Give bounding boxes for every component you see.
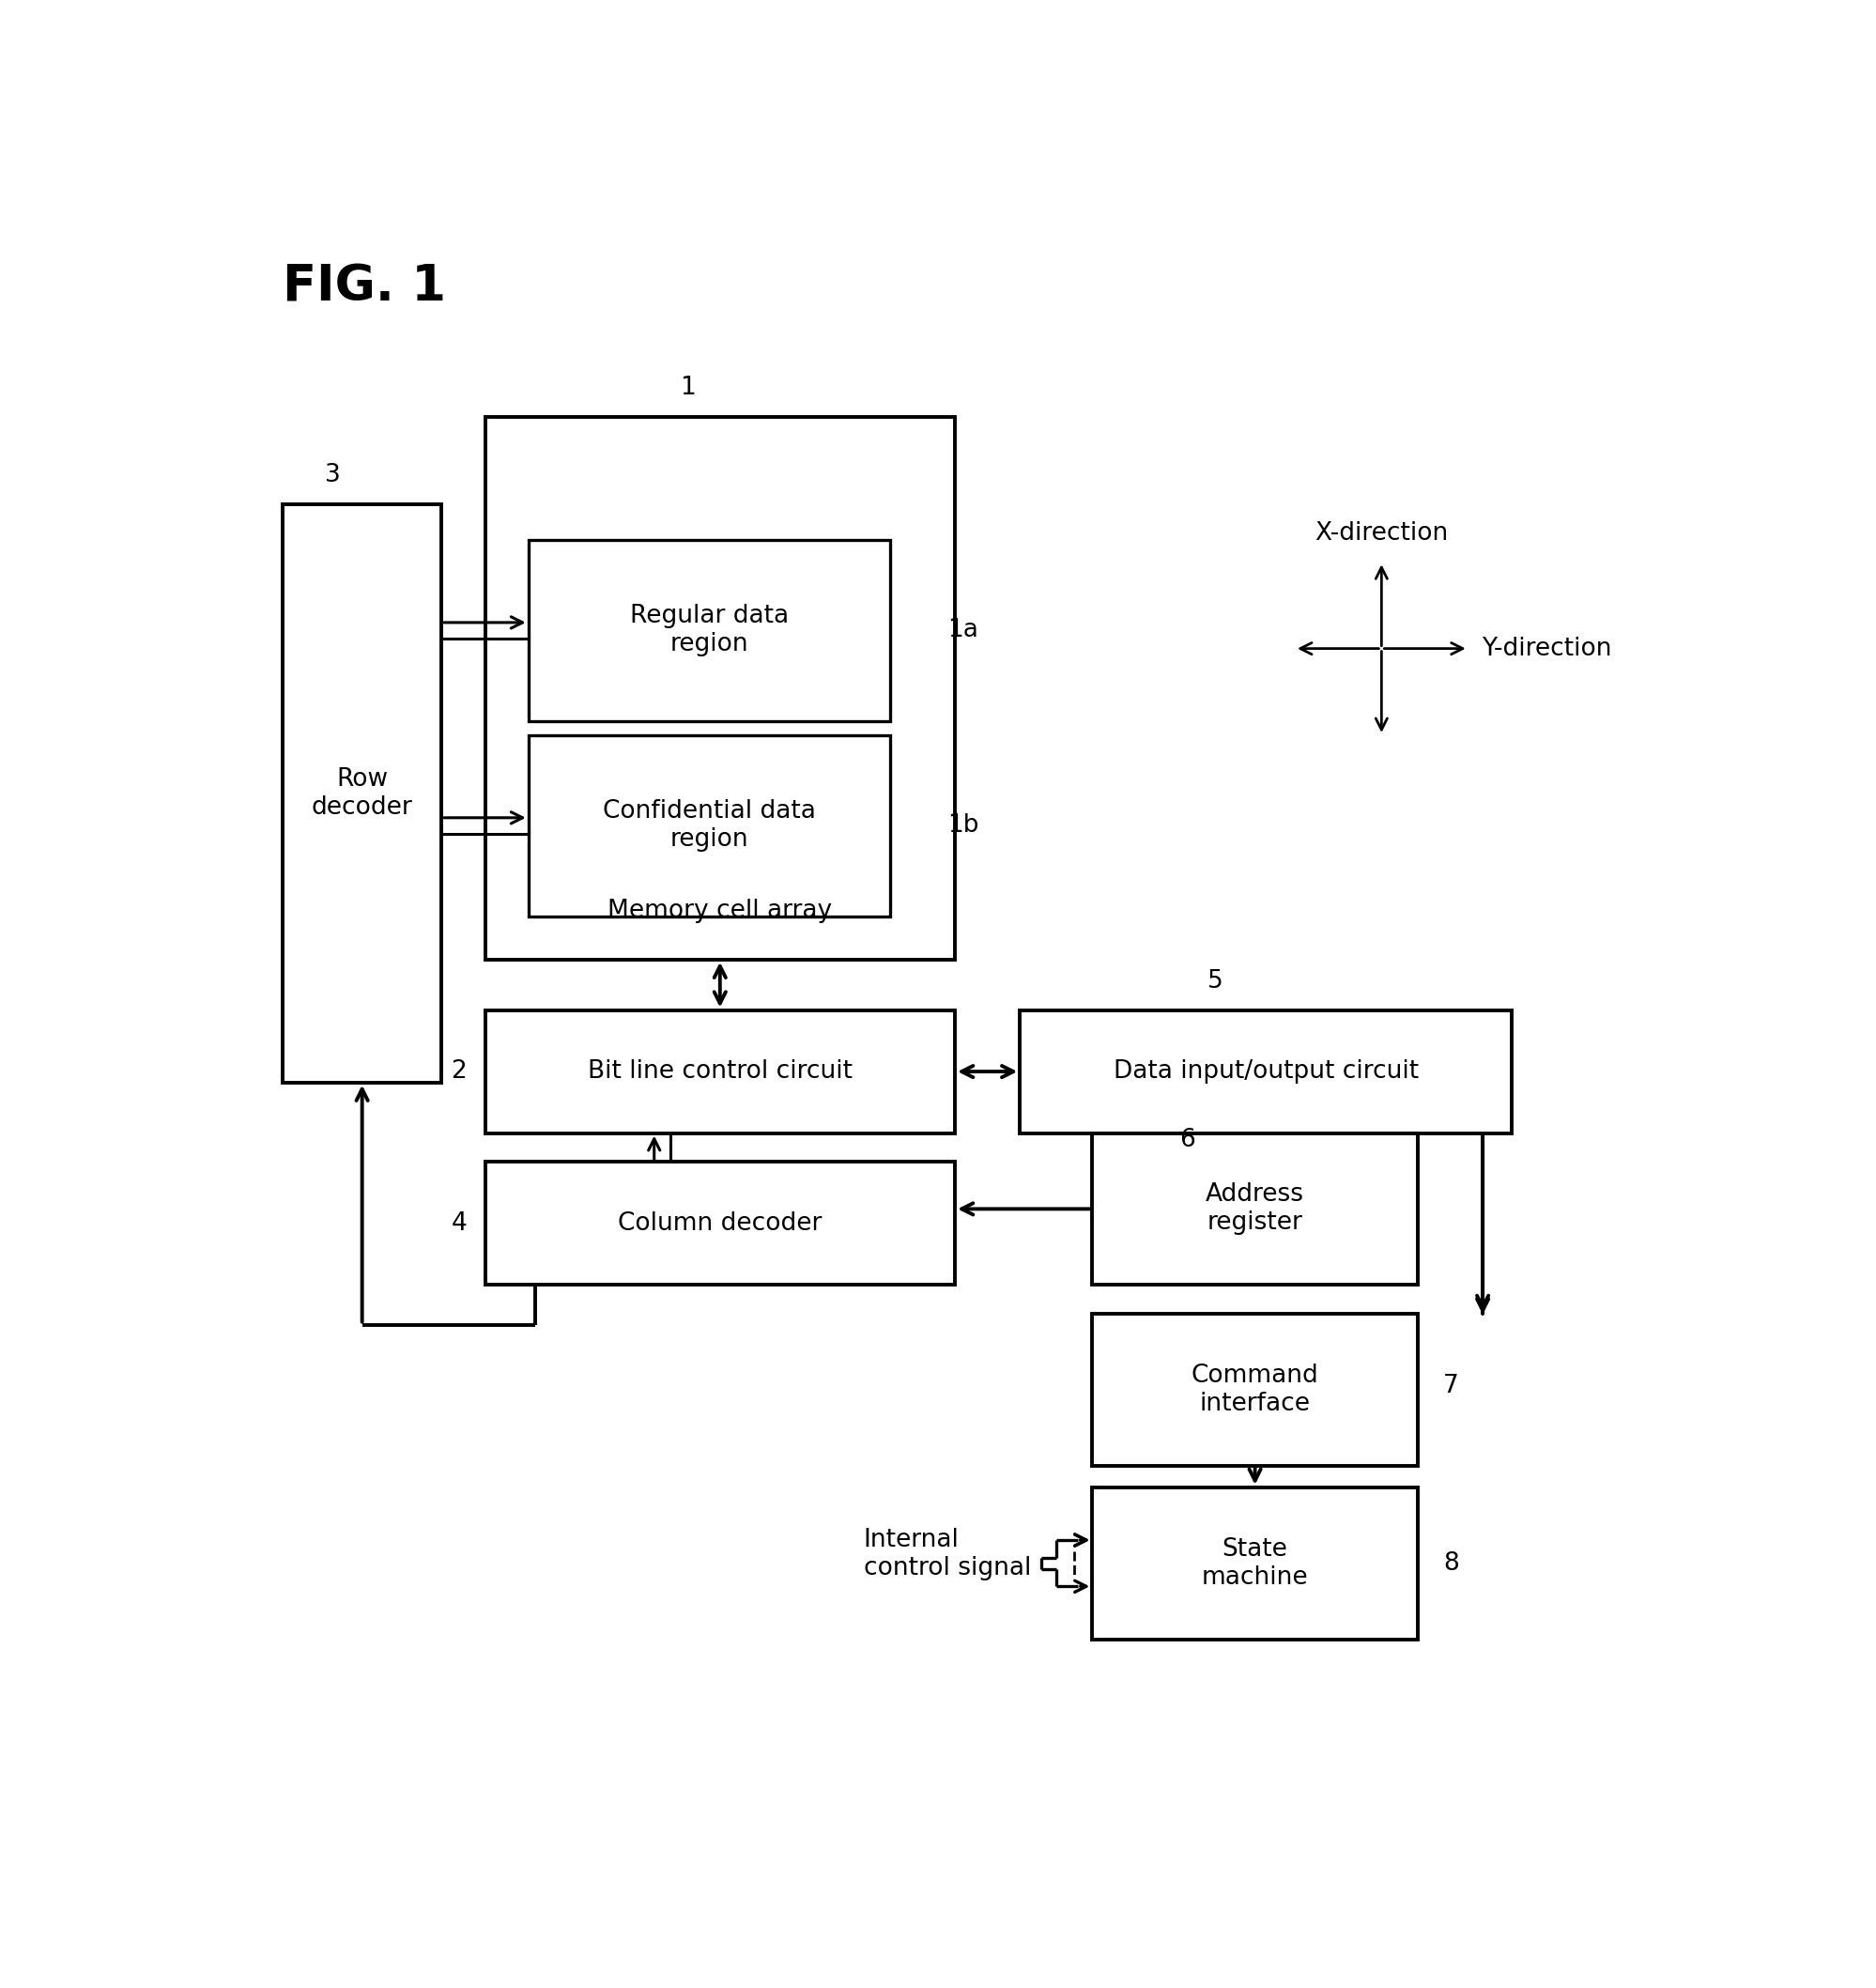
Bar [1092,1314,1418,1465]
Text: Address
register: Address register [1206,1183,1304,1235]
Text: Row
decoder: Row decoder [311,767,413,819]
Text: Regular data
region: Regular data region [630,604,788,656]
Bar [486,1010,955,1133]
Text: 4: 4 [452,1211,467,1237]
Text: 8: 8 [1443,1551,1460,1574]
Text: 3: 3 [325,463,341,487]
Text: Memory cell array: Memory cell array [608,899,833,922]
Text: 1: 1 [679,376,696,400]
Text: Command
interface: Command interface [1191,1364,1319,1415]
Bar [486,1161,955,1284]
Text: Y-direction: Y-direction [1482,636,1611,660]
Bar [529,541,889,722]
Text: Data input/output circuit: Data input/output circuit [1112,1060,1418,1083]
Text: FIG. 1: FIG. 1 [283,262,446,312]
Text: 5: 5 [1208,968,1223,994]
Text: Column decoder: Column decoder [617,1211,822,1237]
Bar [1092,1133,1418,1284]
Text: 1a: 1a [947,618,979,642]
Text: Internal
control signal: Internal control signal [863,1529,1030,1580]
Bar [529,736,889,916]
Text: 7: 7 [1443,1374,1460,1398]
Text: Confidential data
region: Confidential data region [602,799,816,853]
Bar [1021,1010,1512,1133]
Text: 1b: 1b [947,813,979,837]
Text: State
machine: State machine [1203,1537,1308,1590]
Text: X-direction: X-direction [1315,521,1448,547]
Bar [283,503,441,1081]
Bar [486,417,955,960]
Text: Bit line control circuit: Bit line control circuit [587,1060,852,1083]
Text: 6: 6 [1180,1127,1195,1153]
Text: 2: 2 [452,1060,467,1083]
Bar [1092,1487,1418,1640]
